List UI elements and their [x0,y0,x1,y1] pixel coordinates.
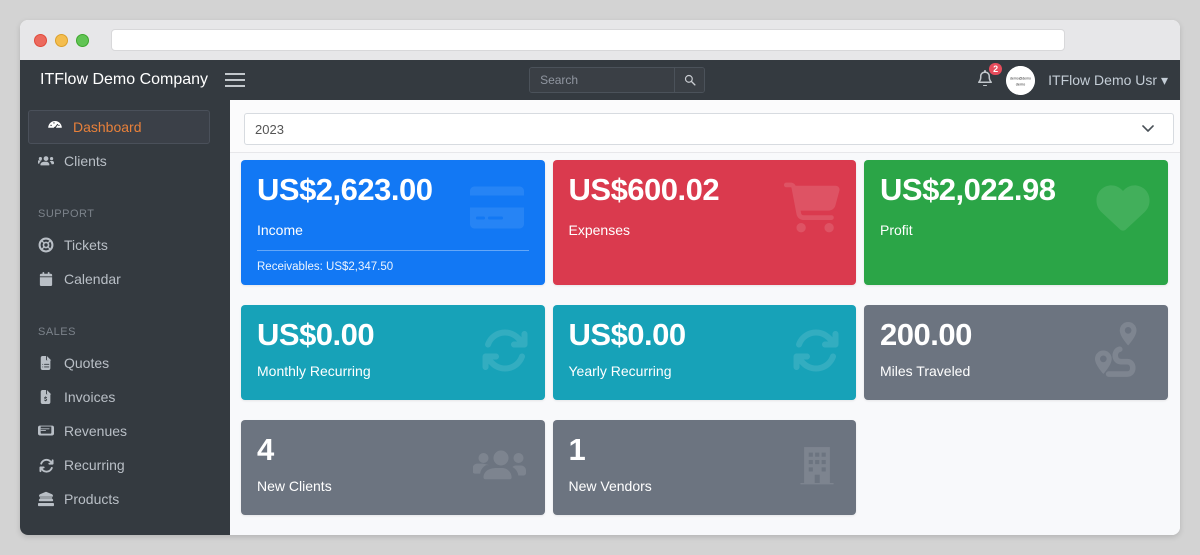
svg-text:demo: demo [1016,82,1025,86]
svg-text:demo@demo: demo@demo [1010,76,1031,80]
